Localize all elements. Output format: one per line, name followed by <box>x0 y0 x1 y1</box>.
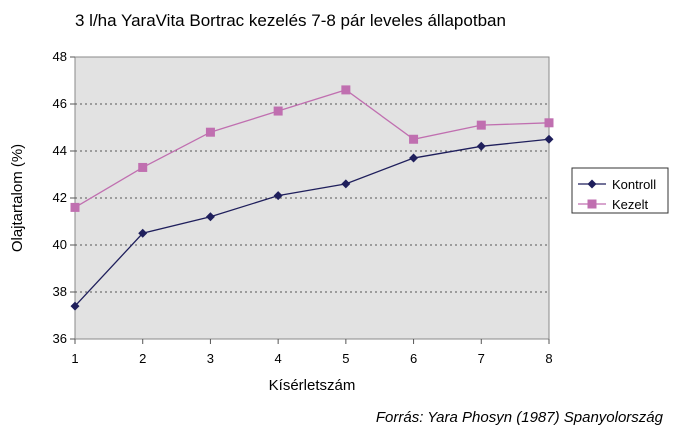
x-tick-label: 3 <box>207 351 214 366</box>
x-tick-label: 4 <box>275 351 282 366</box>
y-tick-label: 44 <box>53 143 67 158</box>
data-point <box>409 134 419 144</box>
y-axis-label: Olajtartalom (%) <box>9 144 26 252</box>
legend-label: Kontroll <box>612 177 656 192</box>
data-point <box>273 106 283 116</box>
x-tick-label: 6 <box>410 351 417 366</box>
x-tick-label: 8 <box>545 351 552 366</box>
x-tick-label: 5 <box>342 351 349 366</box>
data-point <box>70 202 80 212</box>
data-point <box>70 301 80 311</box>
series-kezelt <box>70 85 554 212</box>
series-kontroll <box>70 134 554 311</box>
data-point <box>205 127 215 137</box>
legend-item: Kezelt <box>578 197 649 212</box>
x-tick-labels: 1 2 3 4 5 6 7 8 <box>71 339 553 366</box>
y-tick-label: 36 <box>53 331 67 346</box>
x-tick-label: 1 <box>71 351 78 366</box>
data-point <box>409 153 419 163</box>
legend: Kontroll Kezelt <box>571 167 669 214</box>
y-tick-label: 42 <box>53 190 67 205</box>
data-point <box>544 134 554 144</box>
data-point <box>476 120 486 130</box>
legend-box <box>571 167 669 214</box>
x-tick-label: 7 <box>478 351 485 366</box>
x-tick-label: 2 <box>139 351 146 366</box>
legend-marker <box>587 199 597 209</box>
y-tick-label: 40 <box>53 237 67 252</box>
data-point <box>341 179 351 189</box>
data-point <box>341 85 351 95</box>
legend-label: Kezelt <box>612 197 649 212</box>
y-tick-label: 48 <box>53 49 67 64</box>
legend-item: Kontroll <box>578 177 656 192</box>
y-tick-label: 38 <box>53 284 67 299</box>
legend-marker <box>587 179 597 189</box>
gridlines <box>75 103 549 293</box>
data-point <box>138 228 148 238</box>
y-tick-label: 46 <box>53 96 67 111</box>
data-point <box>544 118 554 128</box>
x-axis-label: Kísérletszám <box>269 377 356 394</box>
source-caption: Forrás: Yara Phosyn (1987) Spanyolország <box>376 409 664 426</box>
data-point <box>205 212 215 222</box>
data-point <box>273 191 283 201</box>
chart-title: 3 l/ha YaraVita Bortrac kezelés 7-8 pár … <box>75 11 506 30</box>
series-lines <box>70 85 554 311</box>
y-tick-labels: 36 38 40 42 44 46 48 <box>53 49 75 346</box>
data-point <box>476 141 486 151</box>
data-point <box>138 162 148 172</box>
series-line <box>74 138 550 307</box>
series-line <box>74 89 550 208</box>
